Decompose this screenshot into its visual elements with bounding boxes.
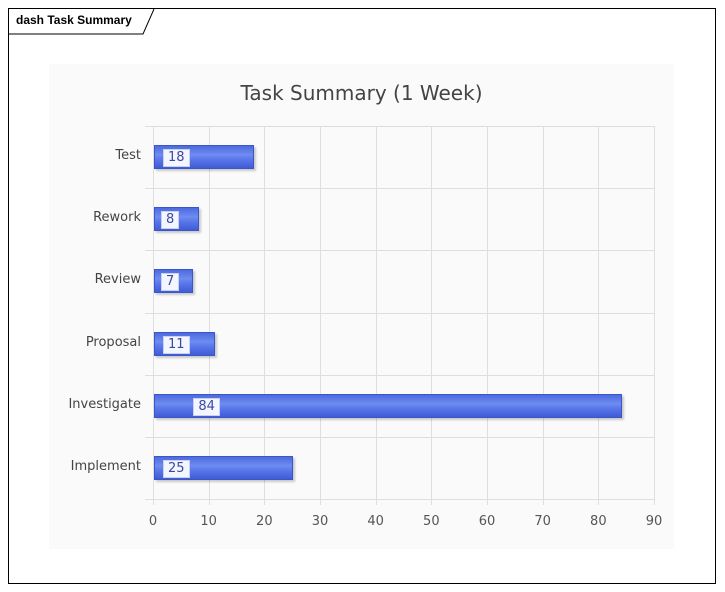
y-category-label: Proposal	[85, 334, 141, 350]
gridline-y	[145, 374, 654, 376]
tab-outline	[9, 9, 155, 35]
gridline-y	[145, 126, 654, 127]
x-tick-label: 80	[590, 514, 607, 529]
y-category-label: Rework	[93, 210, 141, 226]
gridline-x	[264, 126, 266, 505]
bar-value-label: 7	[161, 273, 180, 292]
y-category-label: Implement	[70, 458, 141, 474]
bar-value-label: 8	[161, 211, 180, 230]
chart-area[interactable]: Task Summary (1 Week) 0 10 20 30 40 50 60 70 80 9…	[49, 64, 674, 549]
gridline-x	[487, 126, 488, 505]
y-category-label: Test	[115, 148, 141, 164]
bar-value-label: 18	[163, 149, 190, 168]
gridline-x	[431, 126, 433, 505]
gridline-x	[208, 126, 210, 505]
y-category-label: Review	[94, 272, 141, 288]
gridline-x	[542, 126, 544, 505]
bar-rework[interactable]: 8	[154, 207, 199, 232]
x-tick-label: 20	[256, 514, 273, 529]
diagram-frame: dash Task Summary Task Summary (1 Week) …	[8, 8, 716, 584]
x-tick-label: 50	[423, 514, 440, 529]
gridline-y	[145, 312, 654, 314]
bar-review[interactable]: 7	[154, 269, 193, 294]
gridline-y	[145, 499, 654, 500]
gridline-y	[145, 188, 654, 190]
x-tick-label: 40	[367, 514, 384, 529]
chart-title: Task Summary (1 Week)	[240, 81, 483, 105]
bar-test[interactable]: 18	[154, 145, 255, 170]
x-tick-label: 90	[645, 514, 663, 529]
x-tick-label: 60	[478, 514, 496, 529]
bar-investigate[interactable]: 84	[154, 393, 622, 418]
bar-value-label: 25	[163, 459, 190, 478]
gridline-y	[145, 250, 654, 252]
gridline-x	[375, 126, 377, 505]
x-tick-label: 70	[534, 514, 551, 529]
bar-implement[interactable]: 25	[154, 455, 294, 480]
diagram-title: dash Task Summary	[16, 13, 132, 27]
gridline-x	[320, 126, 321, 505]
x-tick-label: 0	[148, 514, 158, 529]
gridline-x	[654, 126, 655, 505]
x-tick-label: 10	[200, 514, 217, 529]
x-tick-label: 30	[311, 514, 329, 529]
gridline-x	[153, 126, 154, 505]
bar-proposal[interactable]: 11	[154, 331, 216, 356]
gridline-x	[598, 126, 600, 505]
gridline-y	[145, 436, 654, 438]
y-category-label: Investigate	[68, 396, 141, 412]
bar-value-label: 84	[193, 397, 220, 416]
bar-value-label: 11	[163, 335, 190, 354]
